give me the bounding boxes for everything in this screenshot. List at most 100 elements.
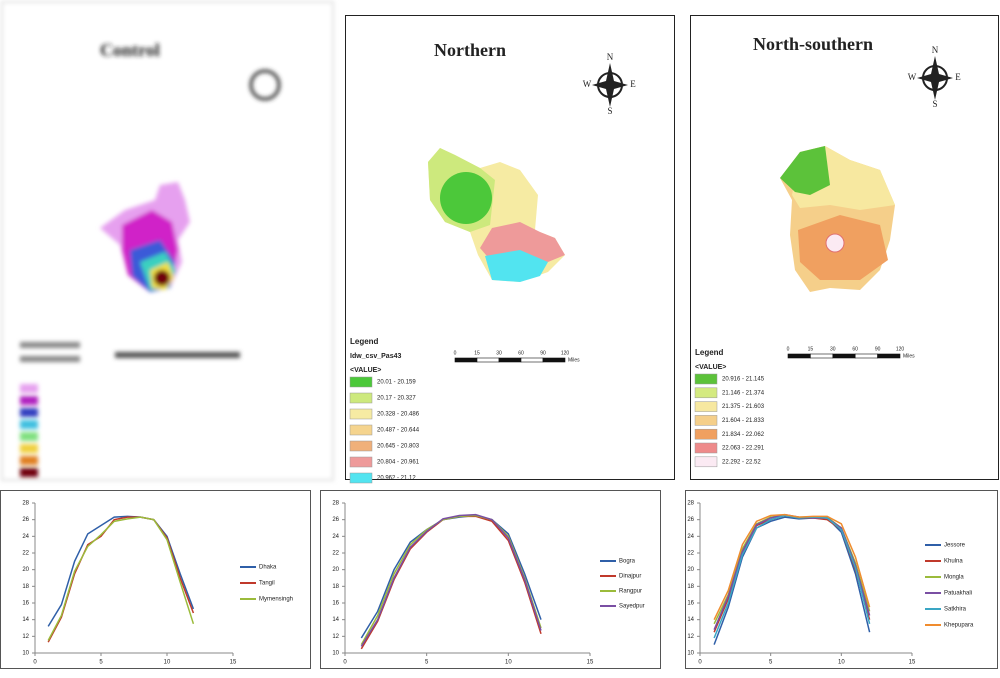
map-title: Northern [434, 40, 506, 60]
legend-swatch [694, 456, 718, 468]
x-tick-label: 10 [505, 660, 512, 666]
scale-bar [498, 357, 522, 363]
y-tick-label: 10 [332, 651, 339, 657]
y-tick-label: 20 [22, 567, 29, 573]
y-tick-label: 18 [332, 584, 339, 590]
scale-bar [520, 357, 544, 363]
legend-label: Satkhira [944, 607, 967, 613]
legend-label: 21.146 - 21.374 [722, 390, 765, 396]
legend-label: 22.063 - 22.291 [722, 446, 765, 452]
y-tick-label: 14 [22, 617, 29, 623]
legend-swatch [694, 373, 718, 385]
scale-label: 0 [787, 346, 790, 352]
legend-title: Legend [350, 337, 379, 346]
y-tick-label: 16 [687, 601, 694, 607]
legend-label: Mymensingh [259, 597, 293, 603]
legend-field: <VALUE> [350, 367, 381, 374]
scale-label: 90 [875, 346, 881, 352]
scale-label: 60 [518, 350, 524, 356]
x-tick-label: 0 [698, 660, 702, 666]
compass-letter: E [630, 79, 636, 89]
y-tick-label: 16 [332, 601, 339, 607]
y-tick-label: 22 [22, 551, 29, 557]
legend-swatch [694, 442, 718, 454]
legend-swatch [694, 415, 718, 426]
series-line [713, 513, 871, 620]
series-line [47, 516, 195, 643]
y-tick-label: 28 [687, 501, 694, 507]
x-tick-label: 15 [587, 660, 594, 666]
legend-label: 20.328 - 20.486 [377, 412, 420, 418]
legend-swatch [349, 392, 373, 404]
scale-bar [877, 353, 901, 359]
y-tick-label: 26 [22, 517, 29, 523]
legend-label: 22.292 - 22.52 [722, 459, 761, 465]
legend-label: Tangil [259, 581, 275, 587]
y-tick-label: 10 [687, 651, 694, 657]
y-tick-label: 24 [22, 534, 29, 540]
legend-label: Dhaka [259, 565, 277, 571]
x-tick-label: 15 [909, 660, 916, 666]
scale-label: Miles [903, 353, 915, 359]
x-tick-label: 10 [838, 660, 845, 666]
legend-label: Jessore [944, 543, 966, 549]
control-map [20, 69, 281, 477]
y-tick-label: 28 [332, 501, 339, 507]
scale-label: 60 [852, 346, 858, 352]
compass-star [917, 56, 953, 100]
legend-label: Khulna [944, 559, 963, 565]
y-tick-label: 18 [22, 584, 29, 590]
scale-label: 0 [454, 350, 457, 356]
legend-label: 21.604 - 21.833 [722, 418, 765, 424]
y-tick-label: 26 [332, 517, 339, 523]
scale-label: 15 [808, 346, 814, 352]
scale-label: 120 [561, 350, 570, 356]
compass-letter: S [607, 106, 612, 116]
legend-swatch [349, 376, 373, 388]
scale-bar [787, 353, 811, 359]
series-line [713, 514, 871, 639]
x-tick-label: 0 [343, 660, 347, 666]
legend-swatch [694, 428, 718, 440]
legend-label: 21.834 - 22.062 [722, 432, 765, 438]
y-tick-label: 22 [687, 551, 694, 557]
legend-layer: Idw_csv_Pas43 [350, 353, 401, 360]
y-tick-label: 20 [687, 567, 694, 573]
chart-frame [0, 490, 311, 669]
series-line [360, 513, 542, 647]
y-tick-label: 14 [687, 617, 694, 623]
x-tick-label: 5 [425, 660, 429, 666]
legend-label: Rangpur [619, 589, 642, 595]
y-tick-label: 16 [22, 601, 29, 607]
compass-letter: W [583, 79, 592, 89]
scale-label: Miles [568, 357, 580, 363]
compass-letter: E [955, 72, 961, 82]
compass-letter: W [908, 72, 917, 82]
scale-bar [810, 353, 834, 359]
y-tick-label: 28 [22, 501, 29, 507]
y-tick-label: 24 [332, 534, 339, 540]
legend-swatch [349, 440, 373, 452]
legend-label: 20.804 - 20.961 [377, 460, 420, 466]
y-tick-label: 12 [22, 634, 29, 640]
scale-label: 30 [496, 350, 502, 356]
scale-bar [854, 353, 878, 359]
legend-label: Sayedpur [619, 604, 645, 610]
y-tick-label: 22 [332, 551, 339, 557]
scale-label: 15 [474, 350, 480, 356]
y-tick-label: 24 [687, 534, 694, 540]
y-tick-label: 26 [687, 517, 694, 523]
legend-swatch [694, 387, 718, 399]
legend-label: Khepupara [944, 623, 974, 629]
scale-label: 30 [830, 346, 836, 352]
compass-letter: S [932, 99, 937, 109]
legend-field: <VALUE> [695, 364, 726, 371]
scale-bar [832, 353, 856, 359]
compass-letter: N [932, 45, 939, 55]
legend-label: 20.487 - 20.644 [377, 428, 420, 434]
y-tick-label: 10 [22, 651, 29, 657]
legend-label: 20.962 - 21.12 [377, 476, 416, 482]
y-tick-label: 12 [687, 634, 694, 640]
scale-label: 90 [540, 350, 546, 356]
